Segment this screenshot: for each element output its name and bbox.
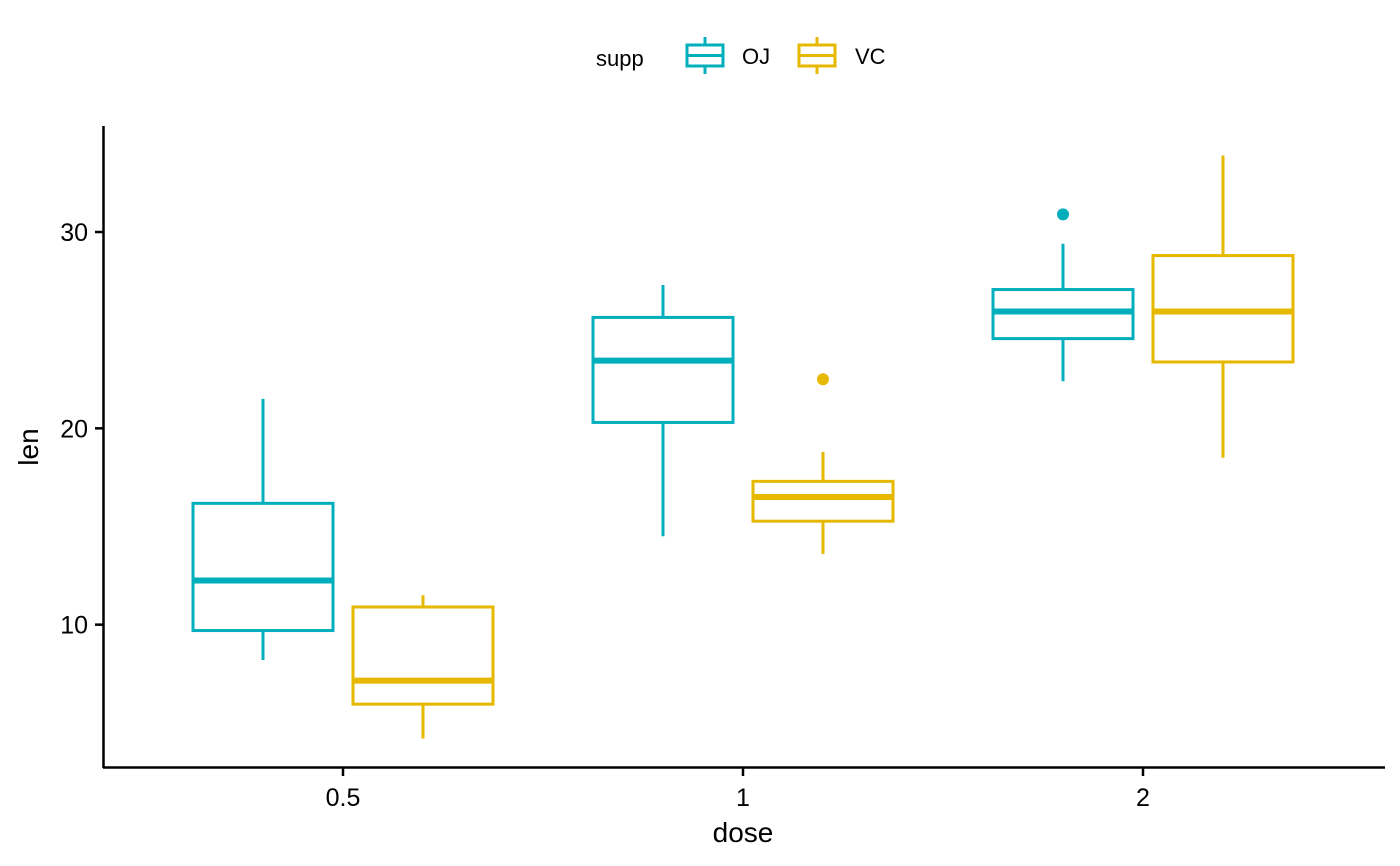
outlier-point [1057,208,1069,221]
box-iqr [191,501,335,633]
axes: dose len 10 20 30 0.5 1 2 [13,126,1385,848]
box-oj-0.5 [191,398,335,660]
box-vc-0.5 [351,595,495,739]
x-tick-label: 1 [736,784,750,812]
y-tick-label: 10 [60,612,88,640]
legend-key-oj [685,37,725,74]
box-vc-1 [751,373,895,554]
box-oj-2 [991,208,1135,382]
legend-key-vc [797,37,837,74]
x-axis-title: dose [713,817,774,848]
legend-title: supp [596,46,644,71]
y-tick-label: 30 [60,219,88,247]
box-vc-2 [1151,155,1295,458]
box-iqr [591,315,735,424]
legend-label-oj: OJ [742,44,770,69]
x-tick-label: 2 [1136,784,1150,812]
box-iqr [351,605,495,706]
x-tick-label: 0.5 [326,784,361,812]
outlier-point [817,373,829,386]
legend: supp OJ VC [596,37,886,74]
box-oj-1 [591,285,735,537]
y-tick-label: 20 [60,415,88,443]
legend-label-vc: VC [855,44,886,69]
y-axis-title: len [13,428,44,465]
plot-area [191,155,1295,739]
box-iqr [751,479,895,523]
